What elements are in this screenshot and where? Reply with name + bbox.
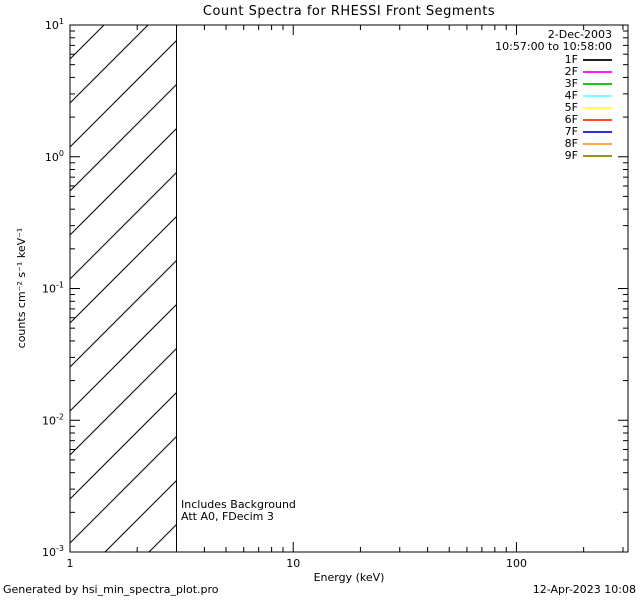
hatch-line	[70, 392, 177, 500]
legend-date: 2-Dec-2003	[547, 28, 612, 41]
y-tick-label: 100	[45, 149, 64, 164]
hatch-line	[148, 524, 177, 552]
hatch-line	[70, 348, 177, 456]
legend-label-6F: 6F	[565, 113, 578, 126]
hatch-line	[70, 172, 177, 280]
hatch-line	[70, 84, 177, 192]
legend-label-3F: 3F	[565, 77, 578, 90]
y-tick-label: 10-3	[42, 544, 64, 559]
hatch-line	[70, 436, 177, 544]
axis-ticks	[69, 24, 628, 553]
legend-time-range: 10:57:00 to 10:58:00	[495, 40, 612, 53]
y-axis-label: counts cm⁻² s⁻¹ keV⁻¹	[15, 227, 28, 349]
x-tick-label: 100	[506, 557, 527, 570]
chart-generated-content: 1 10 100 101 100 10-1 10-2 10-3 1F2F3F4F5F6F7F8F…	[42, 0, 629, 570]
hatch-line	[70, 304, 177, 412]
render-timestamp: 12-Apr-2023 10:08	[532, 583, 636, 596]
excluded-range-hatch	[70, 0, 177, 552]
x-axis-label: Energy (keV)	[314, 571, 385, 584]
legend-label-5F: 5F	[565, 101, 578, 114]
hatch-line	[70, 40, 177, 148]
hatch-line	[70, 216, 177, 324]
hatch-line	[70, 25, 149, 104]
axis-box	[69, 24, 629, 553]
x-tick-label: 1	[67, 557, 74, 570]
hatch-line	[70, 25, 105, 60]
hatch-line	[70, 128, 177, 236]
generator-credit: Generated by hsi_min_spectra_plot.pro	[3, 583, 219, 596]
legend-label-7F: 7F	[565, 125, 578, 138]
y-tick-label: 10-1	[42, 281, 64, 296]
x-tick-label: 10	[286, 557, 300, 570]
hatch-line	[70, 0, 177, 15]
legend-label-1F: 1F	[565, 53, 578, 66]
annotation-attenuator-state: Att A0, FDecim 3	[181, 510, 274, 523]
y-tick-label: 10-2	[42, 412, 64, 427]
y-tick-label: 101	[45, 17, 64, 32]
annotation-includes-background: Includes Background	[181, 498, 296, 511]
legend-label-2F: 2F	[565, 65, 578, 78]
legend-label-8F: 8F	[565, 137, 578, 150]
legend-label-9F: 9F	[565, 149, 578, 162]
legend-label-4F: 4F	[565, 89, 578, 102]
hatch-line	[104, 480, 177, 552]
hatch-line	[70, 260, 177, 368]
chart-title: Count Spectra for RHESSI Front Segments	[202, 4, 496, 19]
